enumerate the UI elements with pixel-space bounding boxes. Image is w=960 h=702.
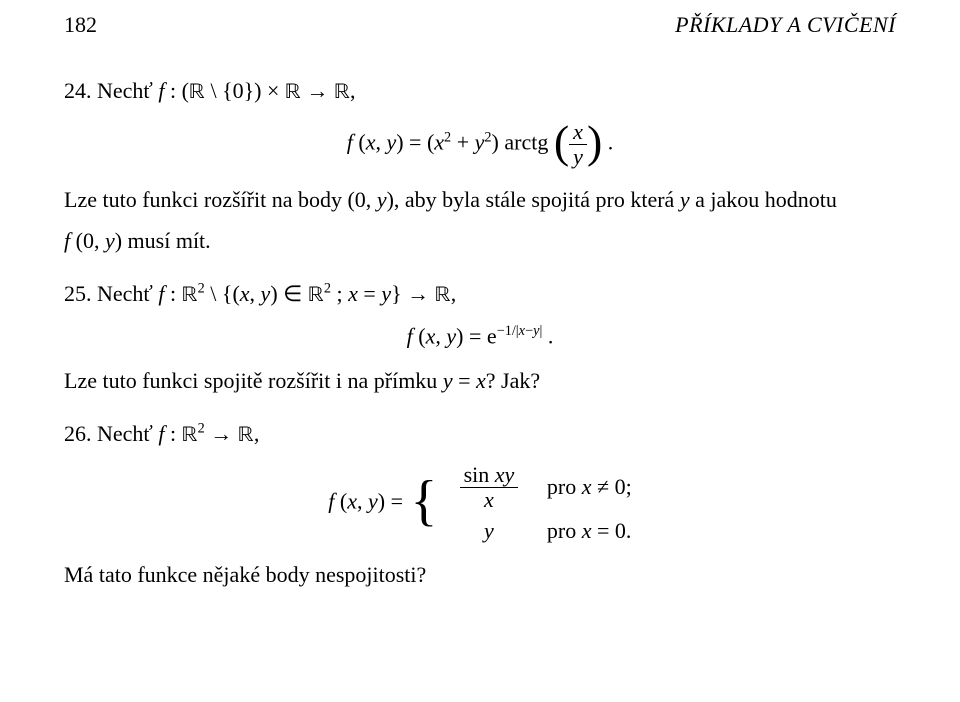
ex26-tail: Má tato funkce nějaké body nespojitosti? (64, 558, 896, 591)
ex24-number: 24. Nechť (64, 78, 158, 103)
running-header: 182 PŘÍKLADY A CVIČENÍ (64, 12, 896, 38)
ex25-formula: f (x, y) = e−1/|x−y| . (64, 323, 896, 349)
page-number: 182 (64, 12, 97, 38)
exercise-25-lead: 25. Nechť f : ℝ2 \ {(x, y) ∈ ℝ2 ; x = y}… (64, 277, 896, 313)
exercise-24-lead: 24. Nechť f : (ℝ \ {0}) × ℝ → ℝ, (64, 74, 896, 110)
exercise-26-lead: 26. Nechť f : ℝ2 → ℝ, (64, 417, 896, 453)
ex24-tail-1: Lze tuto funkci rozšířit na body (0, y),… (64, 183, 896, 216)
ex26-number: 26. Nechť (64, 421, 158, 446)
ex24-formula: f (x, y) = (x2 + y2) arctg (xy) . (64, 120, 896, 169)
ex25-tail: Lze tuto funkci spojitě rozšířit i na př… (64, 364, 896, 397)
ex24-tail-2: f (0, y) musí mít. (64, 224, 896, 257)
header-title: PŘÍKLADY A CVIČENÍ (675, 12, 896, 38)
ex25-number: 25. Nechť (64, 281, 158, 306)
page: 182 PŘÍKLADY A CVIČENÍ 24. Nechť f : (ℝ … (0, 0, 960, 702)
ex26-formula: f (x, y) = { sin xy x pro x ≠ 0; y pro x… (64, 463, 896, 544)
